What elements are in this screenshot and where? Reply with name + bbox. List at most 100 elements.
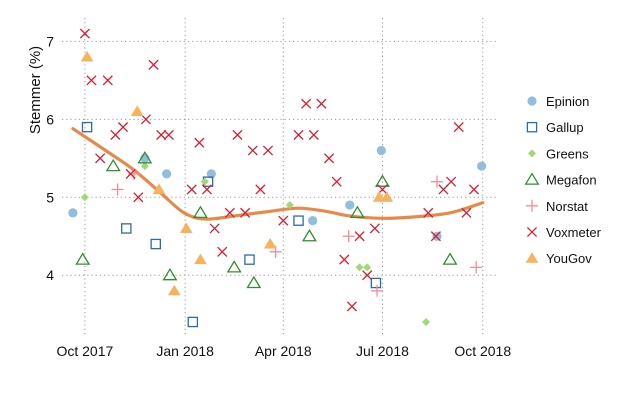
data-point [130, 105, 144, 117]
data-point [206, 169, 216, 179]
data-point [477, 161, 487, 171]
data-point [111, 183, 124, 196]
data-point [140, 114, 151, 125]
legend-marker [526, 121, 538, 133]
data-point [301, 98, 312, 109]
data-point [148, 59, 159, 70]
data-point [156, 129, 167, 140]
legend-label: Voxmeter [546, 225, 602, 240]
legend-item-epinion: Epinion [527, 94, 589, 109]
data-point [152, 183, 166, 194]
data-point [293, 215, 304, 226]
data-point [262, 145, 274, 156]
data-point [244, 254, 255, 265]
legend-label: Greens [546, 146, 589, 161]
data-point [121, 223, 132, 234]
data-point [232, 129, 243, 140]
data-point [355, 263, 364, 272]
data-point [342, 230, 355, 243]
data-point [194, 137, 205, 148]
data-point [354, 231, 365, 242]
data-point [179, 222, 193, 233]
data-point [339, 254, 350, 265]
legend-marker [524, 172, 540, 185]
data-point [346, 301, 357, 312]
data-point [285, 201, 294, 210]
data-point [370, 277, 382, 289]
trend-line-layer [71, 127, 485, 221]
data-point [468, 184, 480, 195]
data-point [470, 261, 483, 274]
data-point [316, 98, 327, 109]
x-tick-label: Apr 2018 [255, 343, 312, 359]
data-point [137, 151, 153, 164]
data-point [442, 252, 458, 265]
x-tick-label: Oct 2018 [454, 343, 511, 359]
data-point [80, 50, 94, 62]
series-voxmeter [79, 28, 480, 312]
data-point [301, 228, 317, 242]
y-axis-title: Stemmer (%) [27, 46, 44, 134]
series-gallup [81, 121, 382, 328]
data-point [438, 184, 449, 195]
legend-marker [526, 226, 538, 238]
data-point [201, 184, 213, 195]
data-points [68, 28, 487, 328]
data-point [217, 246, 228, 257]
data-point [432, 231, 442, 241]
data-point [430, 175, 443, 188]
legend-label: Epinion [546, 94, 589, 109]
data-point [246, 275, 262, 289]
data-point [163, 129, 174, 140]
legend-item-gallup: Gallup [526, 120, 584, 135]
data-point [308, 216, 318, 226]
legend-item-voxmeter: Voxmeter [526, 225, 602, 240]
data-point [380, 191, 394, 202]
data-point [375, 174, 390, 187]
legend-label: Norstat [546, 199, 588, 214]
data-point [369, 223, 380, 234]
data-point [461, 207, 472, 218]
data-point [75, 252, 91, 265]
axis-ticks: 4 5 6 7 Oct 2017 Jan 2018 Apr 2018 Jul 2018 Oct … [46, 33, 511, 359]
series-yougov [80, 50, 394, 296]
data-point [323, 153, 335, 164]
legend-label: Gallup [546, 120, 584, 135]
grid [62, 18, 498, 336]
data-point [331, 176, 342, 187]
data-point [140, 162, 149, 171]
data-point [226, 260, 242, 273]
legend-label: Megafon [546, 173, 597, 188]
data-point [86, 75, 97, 86]
legend-item-greens: Greens [528, 146, 589, 161]
x-tick-label: Jul 2018 [356, 343, 409, 359]
legend-item-norstat: Norstat [526, 199, 588, 214]
legend-label: YouGov [546, 251, 592, 266]
data-point [95, 153, 106, 164]
data-point [167, 284, 181, 296]
y-tick-label: 7 [46, 33, 54, 49]
data-point [79, 28, 90, 39]
data-point [247, 145, 258, 156]
data-point [224, 207, 235, 218]
data-point [363, 263, 372, 272]
data-point [125, 168, 136, 179]
data-point [127, 167, 140, 180]
series-greens [80, 162, 431, 326]
data-point [192, 205, 208, 219]
data-point [162, 169, 172, 179]
data-point [371, 284, 384, 297]
data-point [81, 121, 93, 133]
data-point [293, 129, 304, 140]
legend-item-megafon: Megafon [524, 172, 597, 188]
data-point [187, 316, 199, 328]
data-point [102, 75, 113, 86]
data-point [263, 238, 277, 249]
y-tick-label: 4 [46, 267, 54, 283]
legend-marker [525, 252, 539, 263]
series-norstat [111, 167, 483, 297]
legend-marker [526, 199, 538, 212]
data-point [150, 238, 161, 250]
